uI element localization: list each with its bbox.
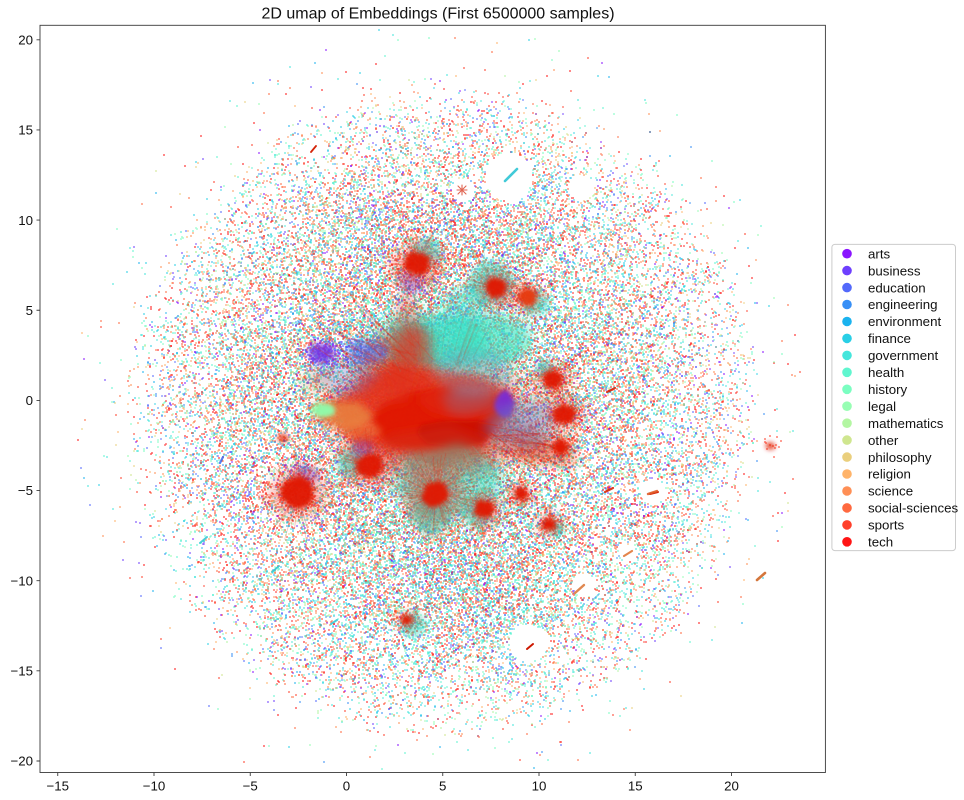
svg-text:5: 5 <box>439 779 446 794</box>
svg-text:−10: −10 <box>10 573 33 588</box>
svg-text:finance: finance <box>868 331 911 346</box>
svg-text:−20: −20 <box>10 754 33 769</box>
svg-text:engineering: engineering <box>868 297 938 312</box>
svg-text:other: other <box>868 433 899 448</box>
svg-text:20: 20 <box>724 779 739 794</box>
svg-text:history: history <box>868 382 908 397</box>
svg-text:mathematics: mathematics <box>868 416 944 431</box>
svg-text:−10: −10 <box>143 779 166 794</box>
svg-text:10: 10 <box>18 213 33 228</box>
svg-text:20: 20 <box>18 33 33 48</box>
svg-text:0: 0 <box>26 393 33 408</box>
svg-text:science: science <box>868 484 913 499</box>
svg-text:0: 0 <box>343 779 350 794</box>
svg-text:government: government <box>868 348 939 363</box>
svg-text:arts: arts <box>868 246 891 261</box>
svg-text:−15: −15 <box>10 664 33 679</box>
svg-text:−5: −5 <box>18 483 33 498</box>
svg-text:education: education <box>868 280 926 295</box>
svg-text:10: 10 <box>532 779 547 794</box>
svg-text:15: 15 <box>628 779 643 794</box>
svg-text:5: 5 <box>26 303 33 318</box>
svg-text:sports: sports <box>868 518 905 533</box>
svg-text:−5: −5 <box>243 779 258 794</box>
svg-text:environment: environment <box>868 314 941 329</box>
svg-text:legal: legal <box>868 399 896 414</box>
svg-text:15: 15 <box>18 123 33 138</box>
svg-text:−15: −15 <box>46 779 69 794</box>
svg-text:religion: religion <box>868 467 911 482</box>
svg-text:social-sciences: social-sciences <box>868 501 959 516</box>
svg-text:business: business <box>868 263 921 278</box>
svg-text:philosophy: philosophy <box>868 450 932 465</box>
svg-text:health: health <box>868 365 904 380</box>
svg-text:tech: tech <box>868 535 893 550</box>
svg-text:2D umap of Embeddings (First 6: 2D umap of Embeddings (First 6500000 sam… <box>261 6 614 23</box>
